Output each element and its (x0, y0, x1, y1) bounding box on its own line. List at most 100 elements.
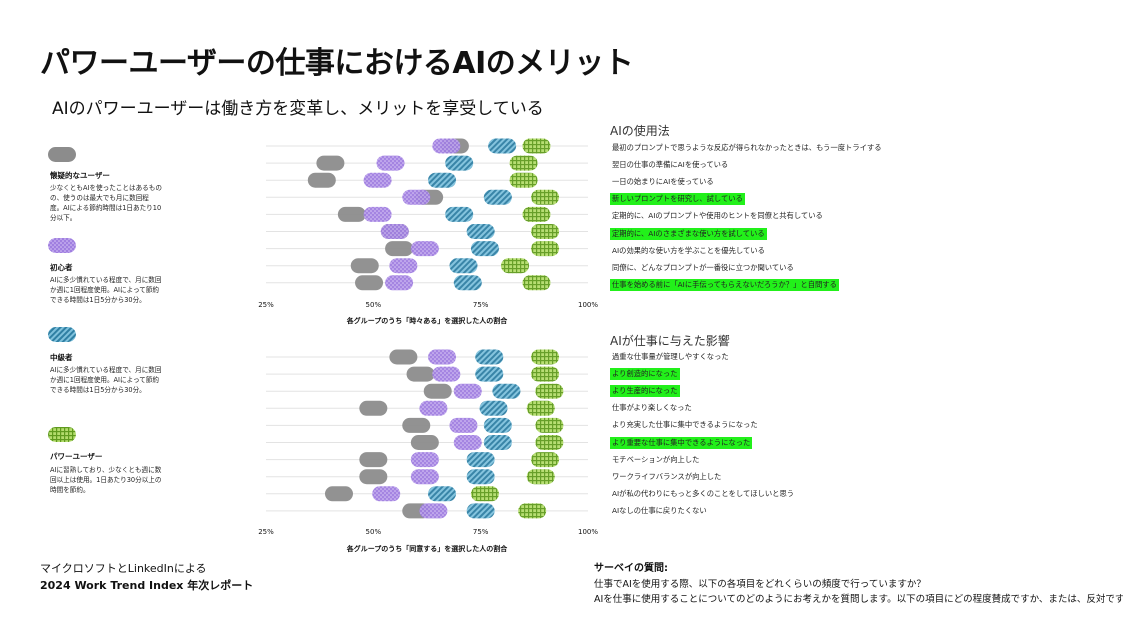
chart2-xlabel: 各グループのうち「同意する」を選択した人の割合 (346, 545, 508, 553)
row-label: 仕事がより楽しくなった (612, 403, 692, 413)
point-explorer (475, 366, 504, 382)
point-novice (432, 138, 461, 154)
point-power (518, 503, 547, 519)
point-novice (376, 155, 405, 171)
legend-desc-novice: AIに多少慣れている程度で、月に数回か週に1回程度使用。AIによって節約できる時… (50, 276, 162, 304)
x-tick-label: 75% (472, 301, 489, 309)
point-novice (363, 206, 392, 222)
point-explorer (445, 155, 474, 171)
row-label: AIなしの仕事に戻りたくない (612, 505, 707, 515)
row-label: 一日の始まりにAIを使っている (612, 177, 714, 187)
point-explorer (428, 172, 457, 188)
x-tick-label: 50% (365, 301, 382, 309)
point-power (531, 452, 560, 468)
point-power (535, 435, 564, 450)
point-explorer (483, 417, 512, 433)
point-novice (449, 417, 478, 433)
point-explorer (483, 435, 512, 450)
point-novice (385, 275, 414, 291)
source-line-2: 2024 Work Trend Index 年次レポート (40, 579, 254, 592)
row-label: 最初のプロンプトで思うような反応が得られなかったときは、もう一度トライする (612, 143, 882, 152)
point-novice (363, 172, 392, 188)
page-subtitle: AIのパワーユーザーは働き方を変革し、メリットを享受している (52, 99, 544, 119)
point-skeptic (410, 435, 439, 450)
x-tick-label: 50% (365, 528, 382, 536)
point-explorer (470, 241, 499, 257)
row-label: より生産的になった (610, 385, 680, 398)
point-skeptic (359, 400, 388, 416)
point-novice (402, 189, 431, 205)
row-label: 過重な仕事量が管理しやすくなった (612, 352, 729, 361)
x-tick-label: 25% (258, 301, 274, 309)
row-label: より充実した仕事に集中できるようになった (612, 420, 758, 430)
row-label: モチベーションが向上した (612, 454, 700, 464)
point-power (531, 241, 560, 257)
row-label: AIが私の代わりにもっと多くのことをしてほしいと思う (612, 488, 795, 498)
point-skeptic (385, 241, 414, 257)
legend-name-power: パワーユーザー (50, 452, 103, 461)
legend-desc-explorer: AIに多少慣れている程度で、月に数回か週に1回程度使用。AIによって節約できる時… (50, 366, 162, 394)
point-explorer (466, 224, 495, 239)
chart2-title: AIが仕事に与えた影響 (610, 334, 730, 348)
x-tick-label: 25% (258, 528, 274, 536)
legend-swatch-power (48, 427, 76, 442)
row-label: 翌日の仕事の準備にAIを使っている (612, 160, 729, 170)
legend-name-skeptic: 懐疑的なユーザー (50, 171, 110, 180)
point-power (531, 366, 560, 382)
legend-name-novice: 初心者 (50, 263, 73, 272)
point-explorer (445, 206, 474, 222)
point-explorer (466, 452, 495, 468)
point-skeptic (402, 417, 431, 433)
point-novice (410, 469, 439, 485)
legend-desc-skeptic: 少なくともAIを使ったことはあるものの、使うのは最大でも月に数回程度。AIによる… (50, 184, 162, 222)
point-novice (419, 400, 448, 416)
point-skeptic (350, 258, 379, 274)
point-novice (453, 383, 482, 399)
point-skeptic (406, 366, 435, 382)
row-label: より創造的になった (610, 368, 680, 381)
point-power (522, 206, 551, 222)
source-line-1: マイクロソフトとLinkedInによる (40, 562, 207, 575)
point-explorer (428, 486, 457, 502)
row-label: 新しいプロンプトを研究し、試している (610, 193, 745, 206)
point-skeptic (359, 469, 388, 485)
point-novice (389, 258, 418, 274)
point-power (531, 349, 560, 365)
point-power (470, 486, 499, 502)
point-explorer (466, 469, 495, 485)
point-power (535, 383, 564, 399)
chart1-title: AIの使用法 (610, 124, 670, 138)
point-novice (372, 486, 401, 502)
legend-desc-power: AIに習熟しており、少なくとも週に数回以上は使用。1日あたり30分以上の時間を節… (50, 466, 162, 494)
point-explorer (466, 503, 495, 519)
row-label: より重要な仕事に集中できるようになった (610, 436, 753, 449)
point-power (531, 189, 560, 205)
point-novice (380, 224, 409, 239)
chart1-xlabel: 各グループのうち「時々ある」を選択した人の割合 (346, 317, 508, 325)
row-label: 同僚に、どんなプロンプトが一番役に立つか聞いている (612, 262, 794, 272)
point-power (522, 138, 551, 154)
x-tick-label: 100% (577, 528, 599, 536)
row-label: 定期的に、AIのさまざまな使い方を試している (610, 227, 767, 240)
point-power (526, 400, 555, 416)
point-novice (453, 435, 482, 450)
point-skeptic (337, 206, 366, 222)
point-power (531, 224, 560, 239)
point-novice (432, 366, 461, 382)
survey-question-2: AIを仕事に使用することについてのどのようにお考えかを質問します。以下の項目にど… (594, 594, 1123, 605)
x-tick-label: 100% (577, 301, 599, 309)
survey-title: サーベイの質問: (594, 563, 668, 574)
point-explorer (483, 189, 512, 205)
point-power (535, 417, 564, 433)
point-skeptic (389, 349, 418, 365)
point-power (509, 155, 538, 171)
point-explorer (453, 275, 482, 291)
row-label: 仕事を始める前に「AIに手伝ってもらえないだろうか？」と自問する (610, 278, 839, 291)
point-skeptic (316, 155, 345, 171)
point-power (501, 258, 530, 274)
point-skeptic (355, 275, 384, 291)
legend-name-explorer: 中級者 (50, 353, 73, 362)
legend-swatch-explorer (48, 327, 76, 342)
